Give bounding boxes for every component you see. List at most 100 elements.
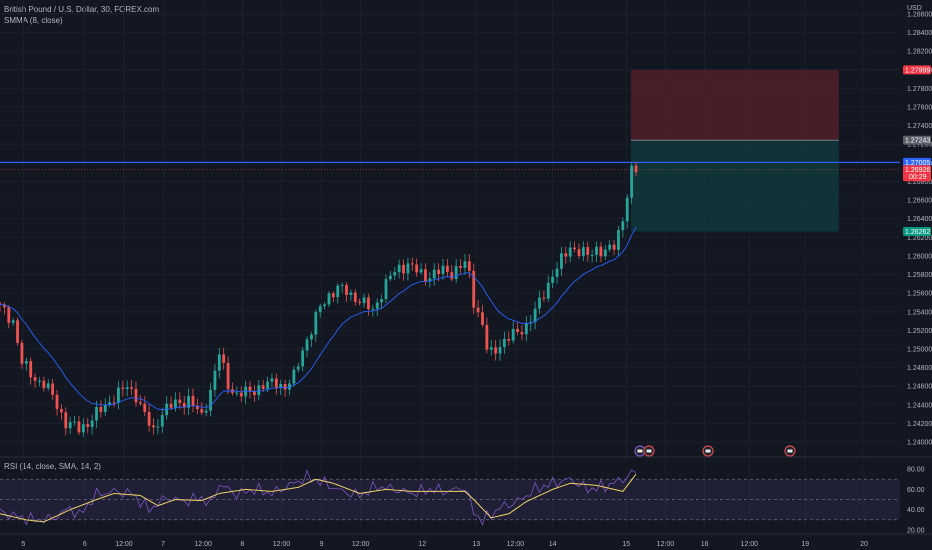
candle-body[interactable]	[393, 272, 397, 276]
candle-body[interactable]	[441, 265, 445, 274]
candle-body[interactable]	[573, 247, 576, 250]
candle-body[interactable]	[621, 221, 625, 231]
candle-body[interactable]	[410, 263, 414, 265]
candle-body[interactable]	[358, 301, 362, 304]
candle-body[interactable]	[222, 354, 226, 364]
candle-body[interactable]	[253, 390, 256, 396]
take-profit-zone[interactable]	[630, 140, 839, 232]
candle-body[interactable]	[362, 297, 366, 304]
candle-body[interactable]	[617, 230, 620, 250]
candle-body[interactable]	[454, 266, 458, 280]
candle-body[interactable]	[424, 269, 427, 282]
candle-body[interactable]	[0, 303, 2, 305]
candle-body[interactable]	[345, 284, 348, 295]
candle-body[interactable]	[511, 328, 515, 341]
candle-body[interactable]	[266, 381, 269, 389]
candle-body[interactable]	[182, 402, 186, 408]
smma-indicator-label[interactable]: SMMA (8, close)	[4, 16, 63, 25]
candle-body[interactable]	[152, 425, 155, 428]
candle-body[interactable]	[200, 409, 204, 413]
candle-body[interactable]	[485, 324, 489, 350]
candle-body[interactable]	[467, 261, 471, 271]
stop-loss-zone[interactable]	[630, 69, 839, 141]
candle-body[interactable]	[64, 412, 68, 429]
candle-body[interactable]	[226, 363, 230, 390]
candle-body[interactable]	[38, 380, 41, 382]
rsi-indicator-label[interactable]: RSI (14, close, SMA, 14, 2)	[4, 462, 101, 471]
candle-body[interactable]	[590, 254, 594, 256]
candle-body[interactable]	[634, 165, 638, 173]
candle-body[interactable]	[560, 253, 563, 269]
candle-body[interactable]	[125, 387, 129, 389]
candle-body[interactable]	[134, 388, 138, 403]
candle-body[interactable]	[595, 246, 598, 255]
candle-body[interactable]	[68, 421, 72, 429]
rsi-ma-line[interactable]	[0, 473, 637, 523]
candle-body[interactable]	[516, 328, 519, 333]
candle-body[interactable]	[16, 320, 19, 343]
candle-body[interactable]	[608, 244, 612, 250]
rsi-line[interactable]	[0, 469, 637, 526]
candle-body[interactable]	[7, 307, 11, 323]
candle-body[interactable]	[546, 282, 550, 299]
candle-body[interactable]	[274, 378, 278, 388]
candle-body[interactable]	[520, 332, 524, 335]
candle-body[interactable]	[331, 293, 335, 298]
candle-body[interactable]	[314, 312, 318, 335]
candle-body[interactable]	[489, 347, 493, 350]
candle-body[interactable]	[77, 421, 81, 433]
candle-body[interactable]	[103, 405, 107, 412]
candle-body[interactable]	[340, 284, 344, 286]
candle-body[interactable]	[494, 347, 498, 354]
candle-body[interactable]	[524, 323, 528, 335]
candle-body[interactable]	[288, 383, 291, 390]
candle-body[interactable]	[292, 369, 296, 384]
candle-body[interactable]	[296, 366, 300, 370]
candle-body[interactable]	[612, 244, 616, 250]
candle-body[interactable]	[195, 405, 199, 410]
candle-body[interactable]	[503, 338, 506, 348]
candle-body[interactable]	[450, 272, 454, 280]
candle-body[interactable]	[402, 264, 405, 274]
candle-body[interactable]	[375, 302, 379, 309]
candle-body[interactable]	[156, 426, 160, 428]
candle-body[interactable]	[371, 308, 375, 310]
candle-body[interactable]	[568, 247, 572, 257]
candle-body[interactable]	[178, 399, 182, 403]
candle-body[interactable]	[542, 297, 546, 299]
candle-body[interactable]	[108, 402, 112, 406]
candle-body[interactable]	[46, 383, 50, 389]
candle-body[interactable]	[209, 389, 212, 411]
candle-body[interactable]	[235, 392, 239, 394]
candle-body[interactable]	[81, 424, 85, 433]
candle-body[interactable]	[437, 269, 441, 274]
candle-body[interactable]	[24, 361, 28, 364]
candle-body[interactable]	[99, 406, 103, 412]
candle-body[interactable]	[353, 292, 357, 302]
candle-body[interactable]	[60, 408, 63, 413]
candle-body[interactable]	[90, 420, 94, 427]
candle-body[interactable]	[336, 285, 340, 298]
candle-body[interactable]	[498, 347, 502, 354]
candle-body[interactable]	[169, 403, 173, 408]
candle-body[interactable]	[33, 377, 37, 381]
candle-body[interactable]	[603, 249, 607, 257]
candle-body[interactable]	[481, 312, 484, 325]
candle-body[interactable]	[476, 307, 480, 313]
candle-body[interactable]	[388, 275, 392, 280]
candle-body[interactable]	[217, 354, 221, 371]
candle-body[interactable]	[261, 385, 265, 389]
candle-body[interactable]	[112, 402, 116, 404]
candle-body[interactable]	[130, 387, 133, 389]
candle-body[interactable]	[625, 197, 629, 222]
candle-body[interactable]	[599, 246, 603, 257]
candle-body[interactable]	[204, 410, 208, 413]
candle-body[interactable]	[630, 165, 634, 198]
candle-body[interactable]	[380, 299, 383, 303]
candle-body[interactable]	[117, 387, 120, 403]
candle-body[interactable]	[257, 385, 261, 396]
candle-body[interactable]	[428, 278, 432, 282]
candle-body[interactable]	[349, 292, 353, 295]
